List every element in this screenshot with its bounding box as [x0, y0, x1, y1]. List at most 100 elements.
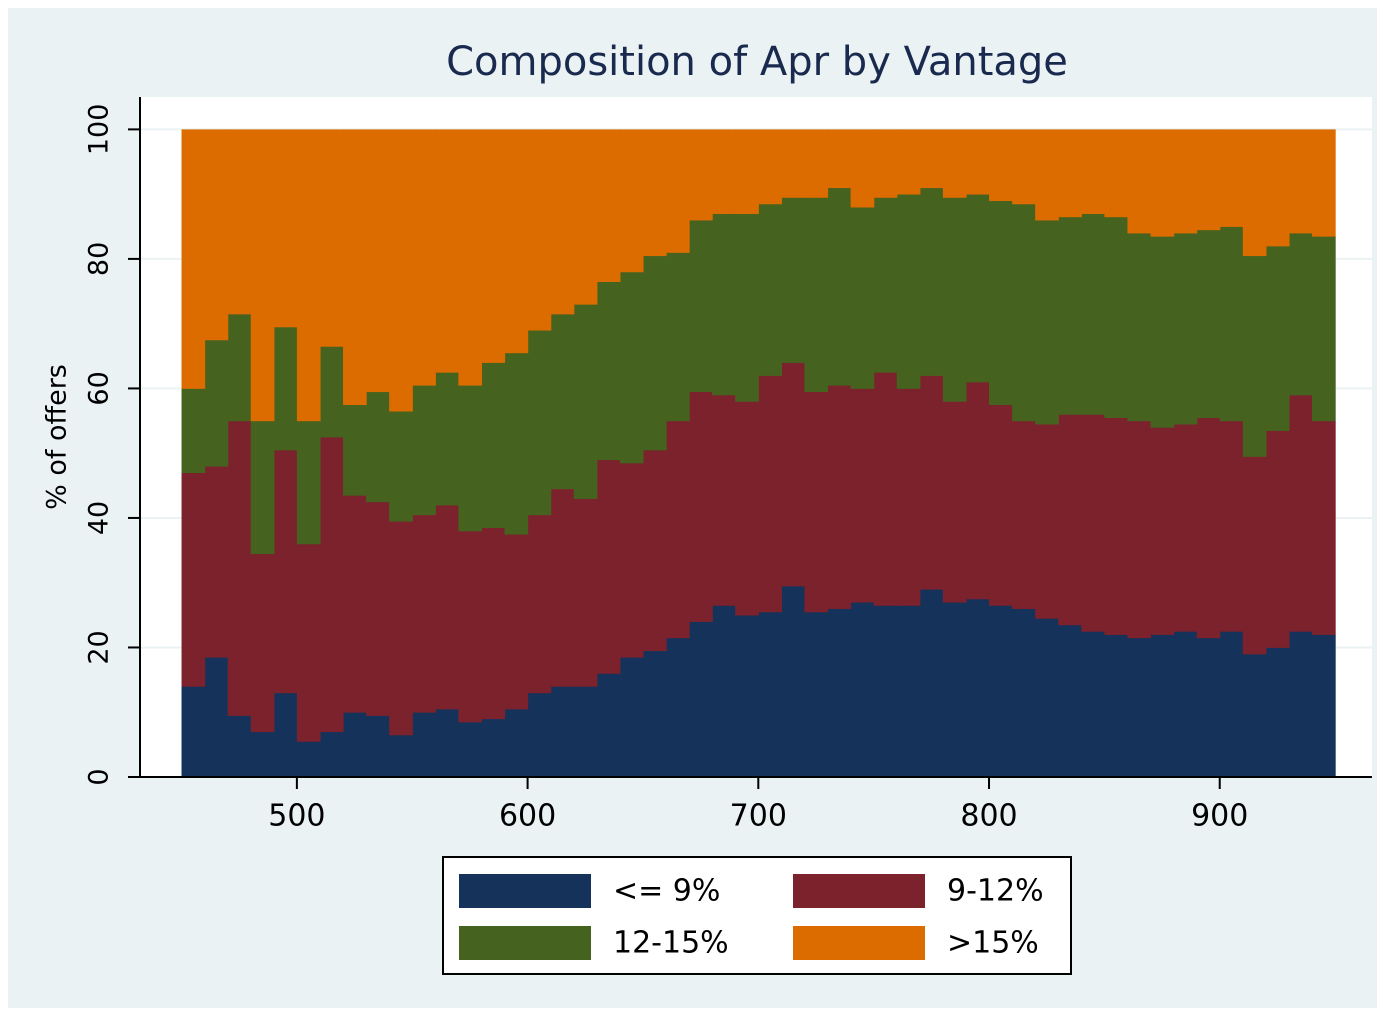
- legend-label: <= 9%: [613, 874, 720, 909]
- bar-segment: [942, 197, 967, 402]
- x-tick-label: 900: [1191, 799, 1248, 834]
- legend-label: 12-15%: [613, 926, 729, 961]
- bar-segment: [250, 731, 275, 778]
- bar-segment: [1196, 417, 1221, 639]
- bars: [181, 129, 1336, 778]
- bar-segment: [504, 534, 529, 710]
- bar-segment: [989, 404, 1013, 606]
- bar-segment: [527, 330, 552, 516]
- bar-segment: [850, 388, 875, 603]
- bar-segment: [1058, 216, 1082, 415]
- bar-segment: [896, 388, 921, 606]
- bar-segment: [1173, 424, 1198, 632]
- y-tick-label: 100: [84, 104, 115, 156]
- bar-segment: [319, 731, 344, 778]
- bar-segment: [1127, 420, 1152, 639]
- bar-segment: [642, 449, 667, 652]
- legend-items: <= 9% 9-12% 12-15% >15%: [459, 874, 1044, 961]
- bar-segment: [1081, 129, 1105, 214]
- bar-segment: [389, 521, 413, 736]
- bar-segment: [804, 197, 829, 393]
- bar-segment: [827, 385, 852, 610]
- bar-segment: [573, 304, 598, 499]
- bar-segment: [273, 692, 298, 778]
- bar-segment: [273, 449, 298, 694]
- bar-segment: [389, 129, 413, 412]
- bar-segment: [850, 602, 875, 778]
- bar-segment: [296, 129, 321, 422]
- bar-segment: [181, 388, 206, 474]
- bar-segment: [319, 129, 344, 347]
- bar-segment: [1127, 637, 1152, 778]
- bar-segment: [1312, 129, 1336, 237]
- bar-segment: [1219, 631, 1244, 778]
- bar-segment: [1265, 245, 1290, 431]
- bar-segment: [689, 391, 713, 622]
- bar-segment: [1196, 129, 1221, 231]
- bar-segment: [1081, 414, 1105, 632]
- bar-segment: [896, 194, 921, 389]
- bar-segment: [296, 741, 321, 778]
- bar-segment: [642, 255, 667, 451]
- bar-segment: [343, 129, 367, 406]
- bar-segment: [458, 530, 483, 723]
- bar-segment: [1265, 430, 1290, 648]
- y-tick-label: 60: [84, 371, 115, 405]
- bar-segment: [1242, 129, 1267, 257]
- bar-segment: [919, 375, 944, 590]
- bar-segment: [1104, 216, 1129, 418]
- bar-segment: [1173, 129, 1198, 234]
- bar-segment: [919, 129, 944, 189]
- bar-segment: [1173, 233, 1198, 425]
- bar-segment: [366, 715, 390, 778]
- bar-segment: [735, 401, 759, 616]
- bar-segment: [204, 129, 229, 341]
- bar-segment: [965, 381, 990, 600]
- bar-segment: [319, 437, 344, 733]
- bar-segment: [1265, 129, 1290, 247]
- bar-segment: [619, 129, 644, 273]
- bar-segment: [989, 129, 1013, 202]
- x-tick-label: 500: [268, 799, 325, 834]
- bar-segment: [227, 129, 252, 315]
- bar-segment: [1104, 129, 1129, 218]
- bar-segment: [689, 621, 713, 778]
- bar-segment: [1035, 618, 1059, 778]
- bar-segment: [689, 220, 713, 393]
- bar-segment: [596, 673, 621, 778]
- bar-segment: [273, 326, 298, 451]
- bar-segment: [619, 271, 644, 464]
- bar-segment: [1081, 631, 1105, 778]
- bar-segment: [735, 213, 759, 402]
- y-tick-label: 20: [84, 630, 115, 664]
- y-tick-label: 80: [84, 242, 115, 276]
- bar-segment: [758, 203, 782, 376]
- bar-segment: [1058, 414, 1082, 626]
- bar-segment: [1288, 631, 1313, 778]
- bar-segment: [965, 129, 990, 195]
- bar-segment: [550, 129, 575, 315]
- bar-segment: [942, 401, 967, 603]
- legend-swatch: [793, 874, 925, 908]
- bar-segment: [366, 391, 390, 503]
- chart-title: Composition of Apr by Vantage: [446, 39, 1068, 85]
- legend-swatch: [459, 874, 591, 908]
- bar-segment: [1173, 631, 1198, 778]
- bar-segment: [965, 194, 990, 383]
- bar-segment: [1150, 427, 1175, 635]
- bar-segment: [204, 466, 229, 658]
- bar-segment: [481, 362, 506, 529]
- bar-segment: [666, 129, 690, 253]
- bar-segment: [1150, 634, 1175, 778]
- bar-segment: [758, 611, 782, 778]
- bar-segment: [481, 129, 506, 363]
- bar-segment: [458, 721, 483, 778]
- bar-segment: [712, 605, 736, 778]
- bar-segment: [343, 495, 367, 713]
- bar-segment: [550, 488, 575, 687]
- bar-segment: [850, 207, 875, 389]
- bar-segment: [1104, 634, 1129, 778]
- bar-segment: [181, 472, 206, 687]
- bar-segment: [1242, 255, 1267, 457]
